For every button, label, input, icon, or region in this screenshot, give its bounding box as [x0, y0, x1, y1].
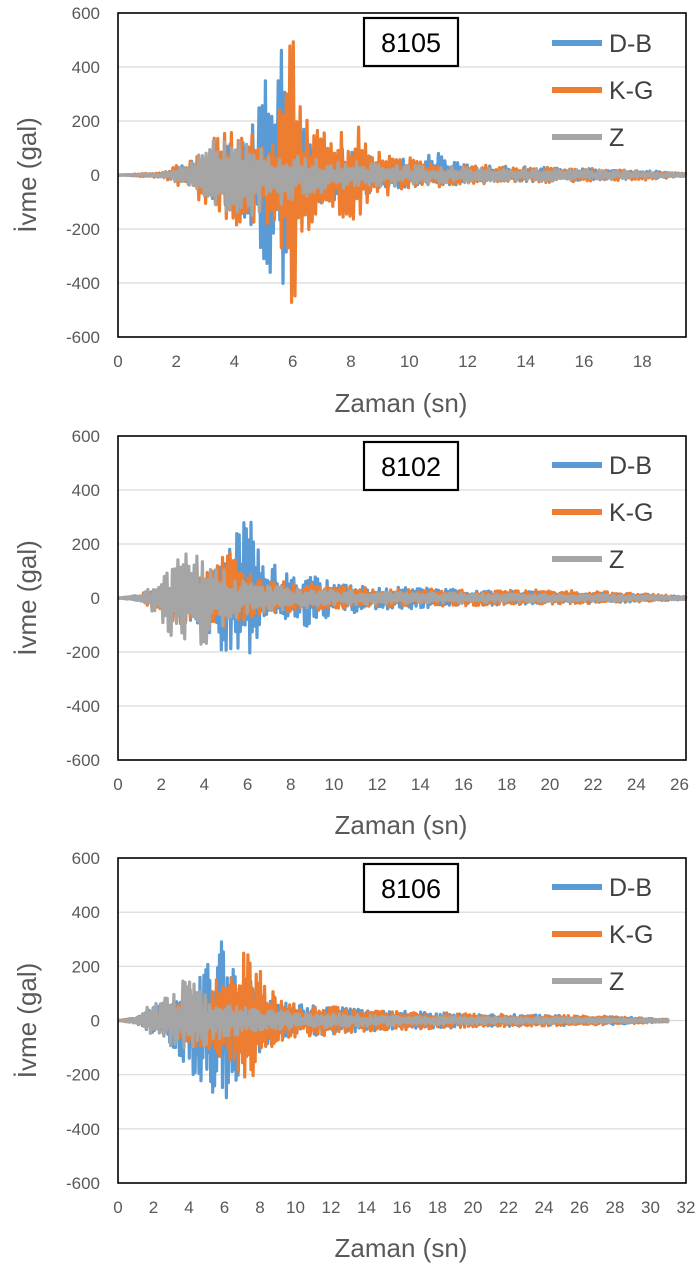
y-tick-label: 0 — [91, 166, 100, 185]
x-tick-label: 18 — [497, 775, 516, 794]
x-tick-label: 14 — [516, 352, 535, 371]
legend-label-z: Z — [609, 968, 624, 996]
x-tick-label: 2 — [156, 775, 165, 794]
x-tick-label: 0 — [113, 352, 122, 371]
x-tick-label: 16 — [454, 775, 473, 794]
y-axis-title: İvme (gal) — [12, 117, 42, 233]
x-tick-label: 16 — [393, 1198, 412, 1217]
x-tick-label: 8 — [255, 1198, 264, 1217]
x-tick-label: 0 — [113, 775, 122, 794]
x-tick-label: 6 — [288, 352, 297, 371]
x-tick-label: 12 — [368, 775, 387, 794]
y-tick-label: -200 — [66, 220, 100, 239]
y-tick-label: 400 — [72, 481, 100, 500]
station-label-box — [362, 440, 460, 492]
x-tick-label: 4 — [200, 775, 209, 794]
legend-label-d-b: D-B — [609, 30, 652, 58]
y-tick-label: 600 — [72, 427, 100, 446]
legend-label-k-g: K-G — [609, 77, 653, 105]
plot-frame — [117, 857, 687, 1184]
x-tick-label: 20 — [464, 1198, 483, 1217]
x-tick-label: 8 — [346, 352, 355, 371]
x-tick-label: 12 — [322, 1198, 341, 1217]
x-tick-label: 18 — [428, 1198, 447, 1217]
y-tick-label: 200 — [72, 957, 100, 976]
x-tick-label: 32 — [677, 1198, 696, 1217]
y-tick-label: -600 — [66, 1174, 100, 1193]
y-tick-label: -200 — [66, 1066, 100, 1085]
x-tick-label: 26 — [670, 775, 689, 794]
x-tick-label: 18 — [633, 352, 652, 371]
y-tick-label: 0 — [91, 589, 100, 608]
x-tick-label: 16 — [575, 352, 594, 371]
y-axis-title: İvme (gal) — [12, 540, 42, 656]
station-label-box — [362, 16, 460, 68]
x-tick-label: 2 — [149, 1198, 158, 1217]
y-tick-label: 0 — [91, 1012, 100, 1031]
x-axis-title: Zaman (sn) — [335, 388, 468, 418]
x-tick-label: 0 — [113, 1198, 122, 1217]
x-tick-label: 4 — [230, 352, 239, 371]
y-tick-label: 200 — [72, 535, 100, 554]
x-tick-label: 24 — [627, 775, 646, 794]
y-tick-label: -600 — [66, 751, 100, 770]
x-tick-label: 22 — [584, 775, 603, 794]
chart-panel-1: 600 400 200 0 -200 -400 -600 0 2 4 6 8 10 12 14 16 18 810… — [12, 4, 688, 418]
plot-frame — [117, 435, 687, 761]
y-tick-label: -400 — [66, 697, 100, 716]
y-tick-label: -400 — [66, 1120, 100, 1139]
x-tick-label: 10 — [286, 1198, 305, 1217]
legend-label-k-g: K-G — [609, 499, 653, 527]
x-tick-label: 14 — [411, 775, 430, 794]
x-tick-label: 8 — [286, 775, 295, 794]
legend-label-z: Z — [609, 124, 624, 152]
y-tick-label: 200 — [72, 112, 100, 131]
x-tick-label: 10 — [400, 352, 419, 371]
y-axis-title: İvme (gal) — [12, 963, 42, 1079]
x-tick-label: 28 — [606, 1198, 625, 1217]
x-tick-label: 4 — [184, 1198, 193, 1217]
series-line-z — [117, 139, 687, 217]
x-tick-label: 6 — [220, 1198, 229, 1217]
legend-label-z: Z — [609, 546, 624, 574]
y-tick-label: -600 — [66, 328, 100, 347]
series-line-z — [117, 979, 670, 1050]
x-axis-title: Zaman (sn) — [335, 810, 468, 840]
y-tick-label: -200 — [66, 643, 100, 662]
y-tick-label: 400 — [72, 903, 100, 922]
series-line-z — [117, 552, 688, 646]
x-tick-label: 10 — [325, 775, 344, 794]
x-axis-title: Zaman (sn) — [335, 1233, 468, 1263]
y-tick-label: 600 — [72, 4, 100, 23]
legend-label-d-b: D-B — [609, 452, 652, 480]
plot-frame — [117, 12, 687, 338]
station-label: 8102 — [381, 452, 441, 482]
x-tick-label: 26 — [570, 1198, 589, 1217]
station-label: 8105 — [381, 28, 441, 58]
x-tick-label: 30 — [641, 1198, 660, 1217]
x-tick-label: 6 — [243, 775, 252, 794]
x-tick-label: 12 — [458, 352, 477, 371]
x-tick-label: 24 — [535, 1198, 554, 1217]
y-tick-label: -400 — [66, 274, 100, 293]
y-tick-label: 600 — [72, 849, 100, 868]
y-tick-label: 400 — [72, 58, 100, 77]
station-label: 8106 — [381, 874, 441, 904]
x-tick-label: 2 — [172, 352, 181, 371]
x-tick-label: 22 — [499, 1198, 518, 1217]
x-tick-label: 20 — [540, 775, 559, 794]
station-label-box — [362, 862, 460, 914]
legend-label-d-b: D-B — [609, 874, 652, 902]
x-tick-label: 14 — [357, 1198, 376, 1217]
legend-label-k-g: K-G — [609, 921, 653, 949]
